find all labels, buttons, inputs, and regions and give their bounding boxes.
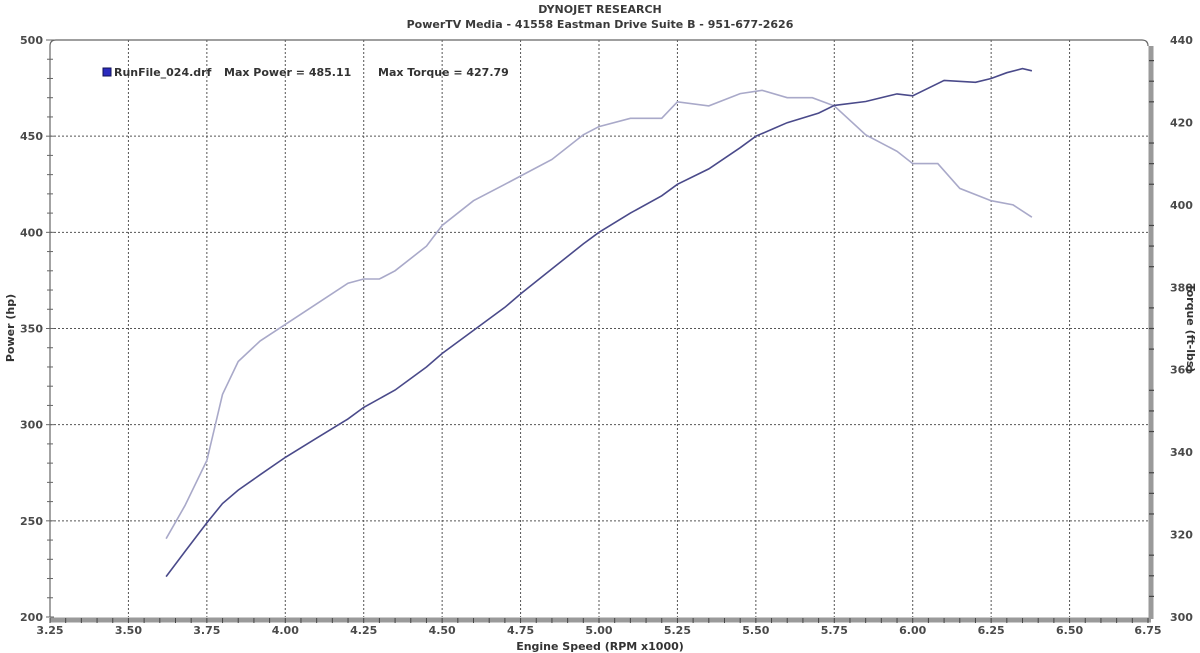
x-tick-label: 5.50: [742, 624, 769, 637]
y-right-tick-label: 380: [1170, 281, 1193, 294]
x-tick-label: 6.00: [899, 624, 926, 637]
legend-run-file: RunFile_024.drf: [114, 66, 212, 79]
power-curve: [165, 67, 1033, 578]
x-tick-label: 3.50: [115, 624, 142, 637]
x-tick-label: 6.50: [1056, 624, 1083, 637]
x-tick-label: 6.75: [1134, 624, 1161, 637]
x-tick-label: 6.25: [978, 624, 1005, 637]
x-tick-label: 4.00: [272, 624, 299, 637]
legend-marker-icon: [102, 67, 112, 77]
y-left-tick-label: 400: [20, 226, 43, 239]
y-right-tick-label: 440: [1170, 34, 1193, 47]
y-right-tick-label: 340: [1170, 446, 1193, 459]
x-tick-label: 3.75: [193, 624, 220, 637]
torque-curve: [165, 89, 1033, 540]
x-axis-ticks: 3.25 3.50 3.75 4.00 4.25 4.50 4.75 5.00 5.25 5.50…: [36, 618, 1162, 637]
right-axis-ticks: 440 420 400 380 360 340 320 300: [1149, 34, 1193, 624]
grid-lines: [50, 40, 1148, 617]
x-tick-label: 4.50: [429, 624, 456, 637]
legend: RunFile_024.drf Max Power = 485.11 Max T…: [102, 66, 509, 79]
legend-max-power: Max Power = 485.11: [224, 66, 351, 79]
left-axis-ticks: 500 450 400 350 300 250 200: [20, 34, 54, 624]
x-axis-title: Engine Speed (RPM x1000): [516, 640, 684, 653]
x-tick-label: 4.25: [350, 624, 377, 637]
x-tick-label: 5.00: [585, 624, 612, 637]
x-tick-label: 3.25: [36, 624, 63, 637]
y-left-tick-label: 500: [20, 34, 43, 47]
y-right-tick-label: 300: [1170, 611, 1193, 624]
y-left-tick-label: 300: [20, 419, 43, 432]
chart-title: DYNOJET RESEARCH: [538, 3, 662, 16]
x-tick-label: 5.75: [821, 624, 848, 637]
y-right-tick-label: 400: [1170, 199, 1193, 212]
y-left-tick-label: 200: [20, 611, 43, 624]
y-right-tick-label: 320: [1170, 529, 1193, 542]
x-tick-label: 5.25: [664, 624, 691, 637]
plot-frame: [49, 39, 1154, 623]
y-left-tick-label: 350: [20, 323, 43, 336]
y-right-tick-label: 420: [1170, 116, 1193, 129]
y-left-axis-title: Power (hp): [4, 294, 17, 362]
y-left-tick-label: 250: [20, 515, 43, 528]
legend-max-torque: Max Torque = 427.79: [378, 66, 509, 79]
x-tick-label: 4.75: [507, 624, 534, 637]
y-left-tick-label: 450: [20, 130, 43, 143]
y-right-tick-label: 360: [1170, 364, 1193, 377]
chart-subtitle: PowerTV Media - 41558 Eastman Drive Suit…: [406, 18, 794, 31]
y-right-axis-title: Torque (ft-lbs): [1184, 284, 1197, 373]
